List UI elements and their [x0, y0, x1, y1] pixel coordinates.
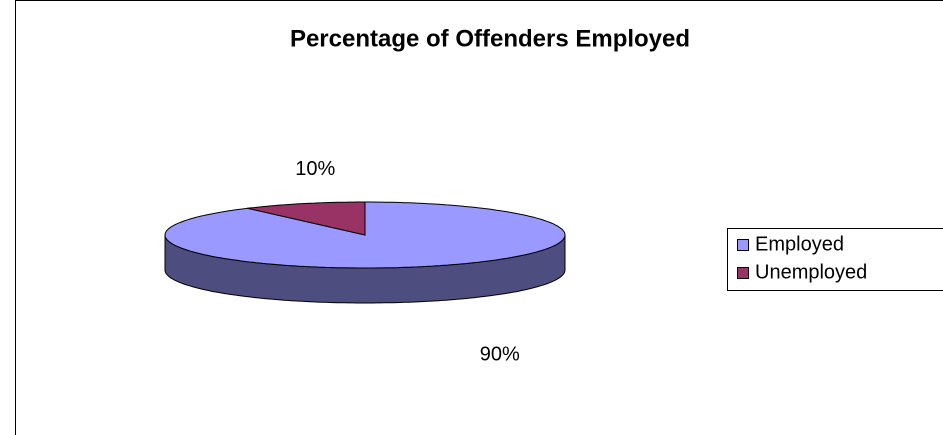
- legend-label: Employed: [755, 233, 844, 255]
- legend-swatch: [737, 239, 749, 251]
- chart-title: Percentage of Offenders Employed: [290, 25, 690, 52]
- legend-swatch: [737, 267, 749, 279]
- legend-label: Unemployed: [755, 261, 867, 283]
- data-label: 90%: [480, 344, 520, 366]
- pie-slice: [247, 201, 366, 236]
- legend-box: [727, 228, 943, 291]
- data-label: 10%: [295, 158, 335, 180]
